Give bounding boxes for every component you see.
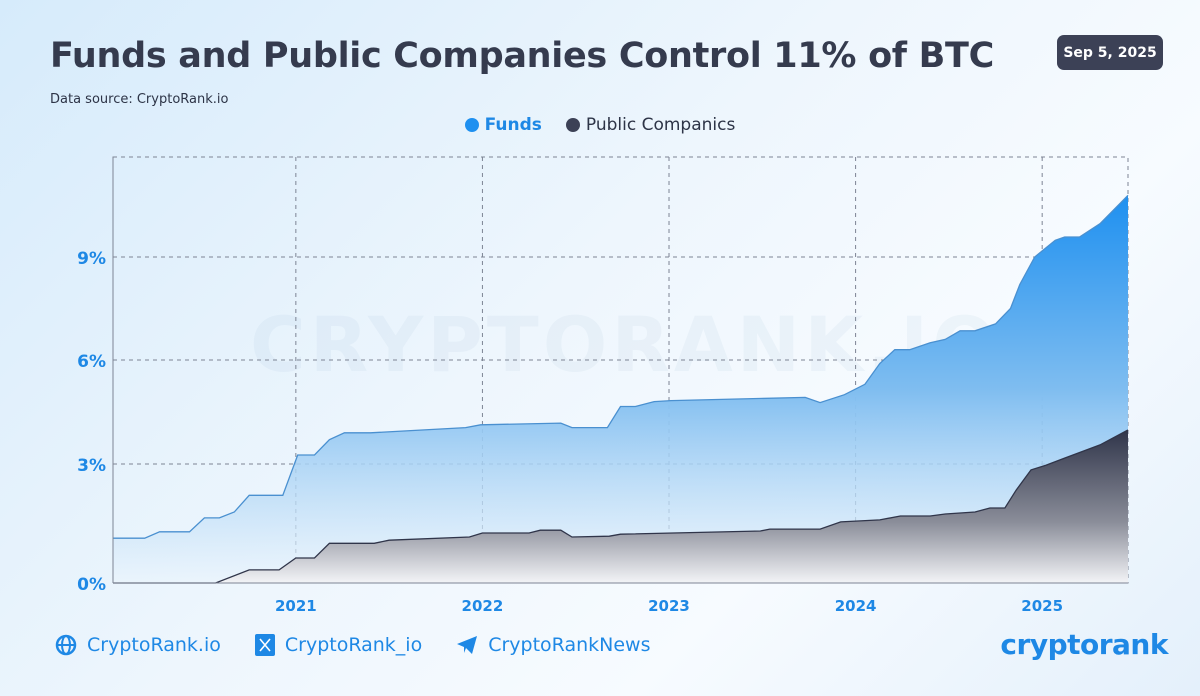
legend-public: Public Companics — [565, 115, 736, 135]
x-tick-label: 2023 — [648, 597, 690, 615]
telegram-icon — [457, 636, 478, 654]
x-label: CryptoRank_io — [284, 634, 423, 656]
legend: Funds Public Companics — [0, 115, 1200, 135]
data-source: Data source: CryptoRank.io — [50, 92, 229, 107]
y-tick-label: 0% — [77, 575, 106, 595]
x-tick-label: 2024 — [835, 597, 877, 615]
cryptorank-logo: cryptorank — [1000, 628, 1168, 661]
x-tick-label: 2025 — [1021, 597, 1063, 615]
globe-icon — [55, 634, 77, 656]
x-tick-label: 2021 — [275, 597, 317, 615]
public-dot-icon — [565, 118, 580, 132]
footer: CryptoRank.io CryptoRank_io CryptoRankNe… — [55, 634, 651, 656]
page-title: Funds and Public Companies Control 11% o… — [50, 36, 994, 76]
telegram-link[interactable]: CryptoRankNews — [456, 634, 651, 656]
funds-dot-icon — [464, 118, 479, 132]
legend-funds: Funds — [464, 115, 542, 135]
y-tick-label: 3% — [77, 456, 106, 476]
x-link[interactable]: CryptoRank_io — [254, 634, 423, 656]
y-tick-label: 6% — [77, 352, 106, 372]
legend-label: Funds — [484, 115, 542, 135]
x-tick-label: 2022 — [462, 597, 504, 615]
line-public-companics — [113, 429, 1129, 584]
date-badge: Sep 5, 2025 — [1057, 35, 1163, 70]
y-tick-label: 9% — [77, 249, 106, 269]
area-funds — [113, 195, 1128, 584]
telegram-label: CryptoRankNews — [488, 634, 651, 656]
legend-label: Public Companics — [585, 115, 736, 135]
x-icon — [254, 634, 275, 656]
website-link[interactable]: CryptoRank.io — [55, 634, 221, 656]
website-label: CryptoRank.io — [87, 634, 221, 656]
area-public-companics — [113, 430, 1128, 583]
line-funds — [113, 194, 1129, 539]
